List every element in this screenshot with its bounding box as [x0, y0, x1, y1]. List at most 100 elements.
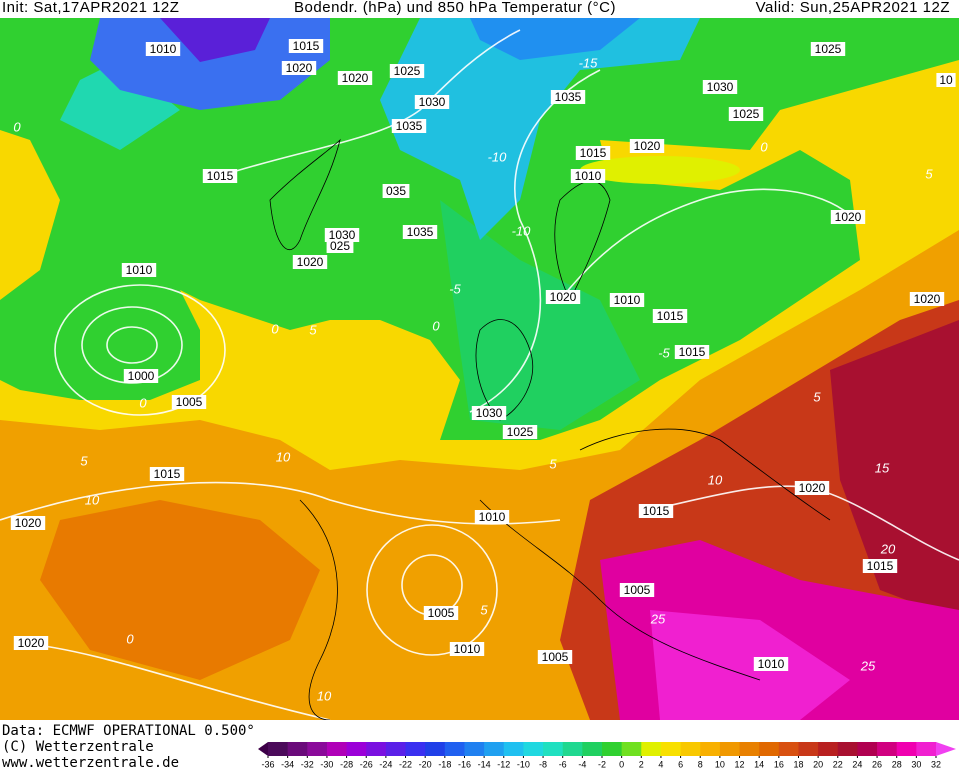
- isobar-label-box: [402, 225, 438, 239]
- footer-url: www.wetterzentrale.de: [2, 755, 179, 770]
- temperature-label: 10: [317, 688, 332, 703]
- isobar-label-box: [545, 290, 581, 304]
- isobar-label: 1015: [154, 467, 181, 481]
- isobar-label: 1025: [507, 425, 534, 439]
- isobar-label: 1015: [867, 559, 894, 573]
- colorbar-tick-label: -12: [497, 759, 510, 769]
- isobar-label: 1015: [580, 146, 607, 160]
- temperature-label: 25: [650, 611, 666, 626]
- temperature-label: 0: [432, 318, 440, 333]
- colorbar-swatch: [818, 742, 839, 756]
- colorbar-swatch: [503, 742, 524, 756]
- temperature-label: 10: [708, 472, 723, 487]
- isobar-label: 1030: [419, 95, 446, 109]
- colorbar-swatch: [464, 742, 485, 756]
- colorbar-tick-label: 28: [892, 759, 902, 769]
- isobar-label-box: [382, 184, 410, 198]
- colorbar-swatch: [523, 742, 544, 756]
- isobar-label-box: [609, 293, 645, 307]
- colorbar-tick-label: -2: [598, 759, 606, 769]
- temperature-label: 0: [760, 139, 768, 154]
- isobar-label-box: [474, 510, 510, 524]
- temperature-label: 5: [813, 389, 821, 404]
- colorbar-tick-label: -16: [458, 759, 471, 769]
- temperature-label: 0: [126, 631, 134, 646]
- colorbar-tick-label: -26: [360, 759, 373, 769]
- colorbar-arrow-low: [258, 742, 268, 756]
- coastlines: [269, 138, 831, 720]
- isobar-label: 025: [330, 239, 350, 253]
- isobar-label: 1005: [542, 650, 569, 664]
- colorbar-swatch: [778, 742, 799, 756]
- temperature-label: 5: [309, 322, 317, 337]
- temperature-label: 5: [549, 456, 557, 471]
- init-time: Init: Sat,17APR2021 12Z: [2, 0, 179, 16]
- isobar-label-box: [281, 61, 317, 75]
- colorbar-tick-label: 10: [715, 759, 725, 769]
- isobar-label: 1020: [342, 71, 369, 85]
- temperature-label: -5: [449, 281, 461, 296]
- isobar-label-box: [702, 80, 738, 94]
- colorbar-tick-label: 22: [833, 759, 843, 769]
- colorbar-tick-label: 18: [793, 759, 803, 769]
- colorbar-swatch: [660, 742, 682, 756]
- isobar-label-box: [10, 516, 46, 530]
- colorbar-tick-label: -14: [478, 759, 491, 769]
- isobar-label: 1020: [286, 61, 313, 75]
- colorbar-swatch: [366, 742, 387, 756]
- isobar-label-box: [449, 642, 485, 656]
- isobar-label-box: [753, 657, 789, 671]
- isobar-label: 1010: [126, 263, 153, 277]
- isobar-label-box: [423, 606, 459, 620]
- isobar-label: 1005: [624, 583, 651, 597]
- isobar-label-box: [638, 504, 674, 518]
- isobar-label-box: [550, 90, 586, 104]
- colorbar-swatch: [602, 742, 623, 756]
- isobar-label: 035: [386, 184, 406, 198]
- field-pink: [650, 610, 850, 720]
- isobar-label: 1020: [297, 255, 324, 269]
- field-yellow-strip: [580, 156, 740, 184]
- isobar-label: 1010: [758, 657, 785, 671]
- isobar-label: 1005: [176, 395, 203, 409]
- colorbar-tick-label: -24: [379, 759, 392, 769]
- isobar-label: 1035: [555, 90, 582, 104]
- colorbar-swatch: [621, 742, 642, 756]
- colorbar-swatch: [346, 742, 367, 756]
- isobar-label-box: [936, 73, 956, 87]
- colorbar-swatch: [837, 742, 858, 756]
- isobar-label-box: [830, 210, 866, 224]
- temperature-label: 10: [276, 449, 291, 464]
- footer-data: Data: ECMWF OPERATIONAL 0.500°: [2, 723, 255, 739]
- isobar-label: 1020: [15, 516, 42, 530]
- isobar-label: 1025: [733, 107, 760, 121]
- isobar-label-box: [810, 42, 846, 56]
- temperature-label: 5: [80, 453, 88, 468]
- colorbar-tick-label: -22: [399, 759, 412, 769]
- colorbar-swatch: [759, 742, 780, 756]
- isobar-label-box: [728, 107, 764, 121]
- temperature-label: -15: [579, 55, 599, 70]
- isobar-label: 1030: [329, 228, 356, 242]
- isobar-label-box: [202, 169, 238, 183]
- isobar-label: 1035: [396, 119, 423, 133]
- isobar-label: 1015: [207, 169, 234, 183]
- colorbar-swatch: [444, 742, 465, 756]
- temperature-label: 5: [925, 166, 933, 181]
- isobar-label: 1010: [479, 510, 506, 524]
- colorbar-tick-label: 24: [852, 759, 862, 769]
- colorbar-tick-label: -18: [438, 759, 451, 769]
- isobar-label: 1010: [575, 169, 602, 183]
- temperature-label: 15: [875, 460, 890, 475]
- colorbar-swatch: [307, 742, 328, 756]
- colorbar-swatch: [896, 742, 917, 756]
- isobar-label: 1015: [643, 504, 670, 518]
- colorbar-swatch: [680, 742, 701, 756]
- isobar-label: 1020: [799, 481, 826, 495]
- isobar-label: 1030: [476, 406, 503, 420]
- colorbar-tick-label: -28: [340, 759, 353, 769]
- colorbar-tick-label: -20: [419, 759, 432, 769]
- field-purple: [160, 18, 270, 62]
